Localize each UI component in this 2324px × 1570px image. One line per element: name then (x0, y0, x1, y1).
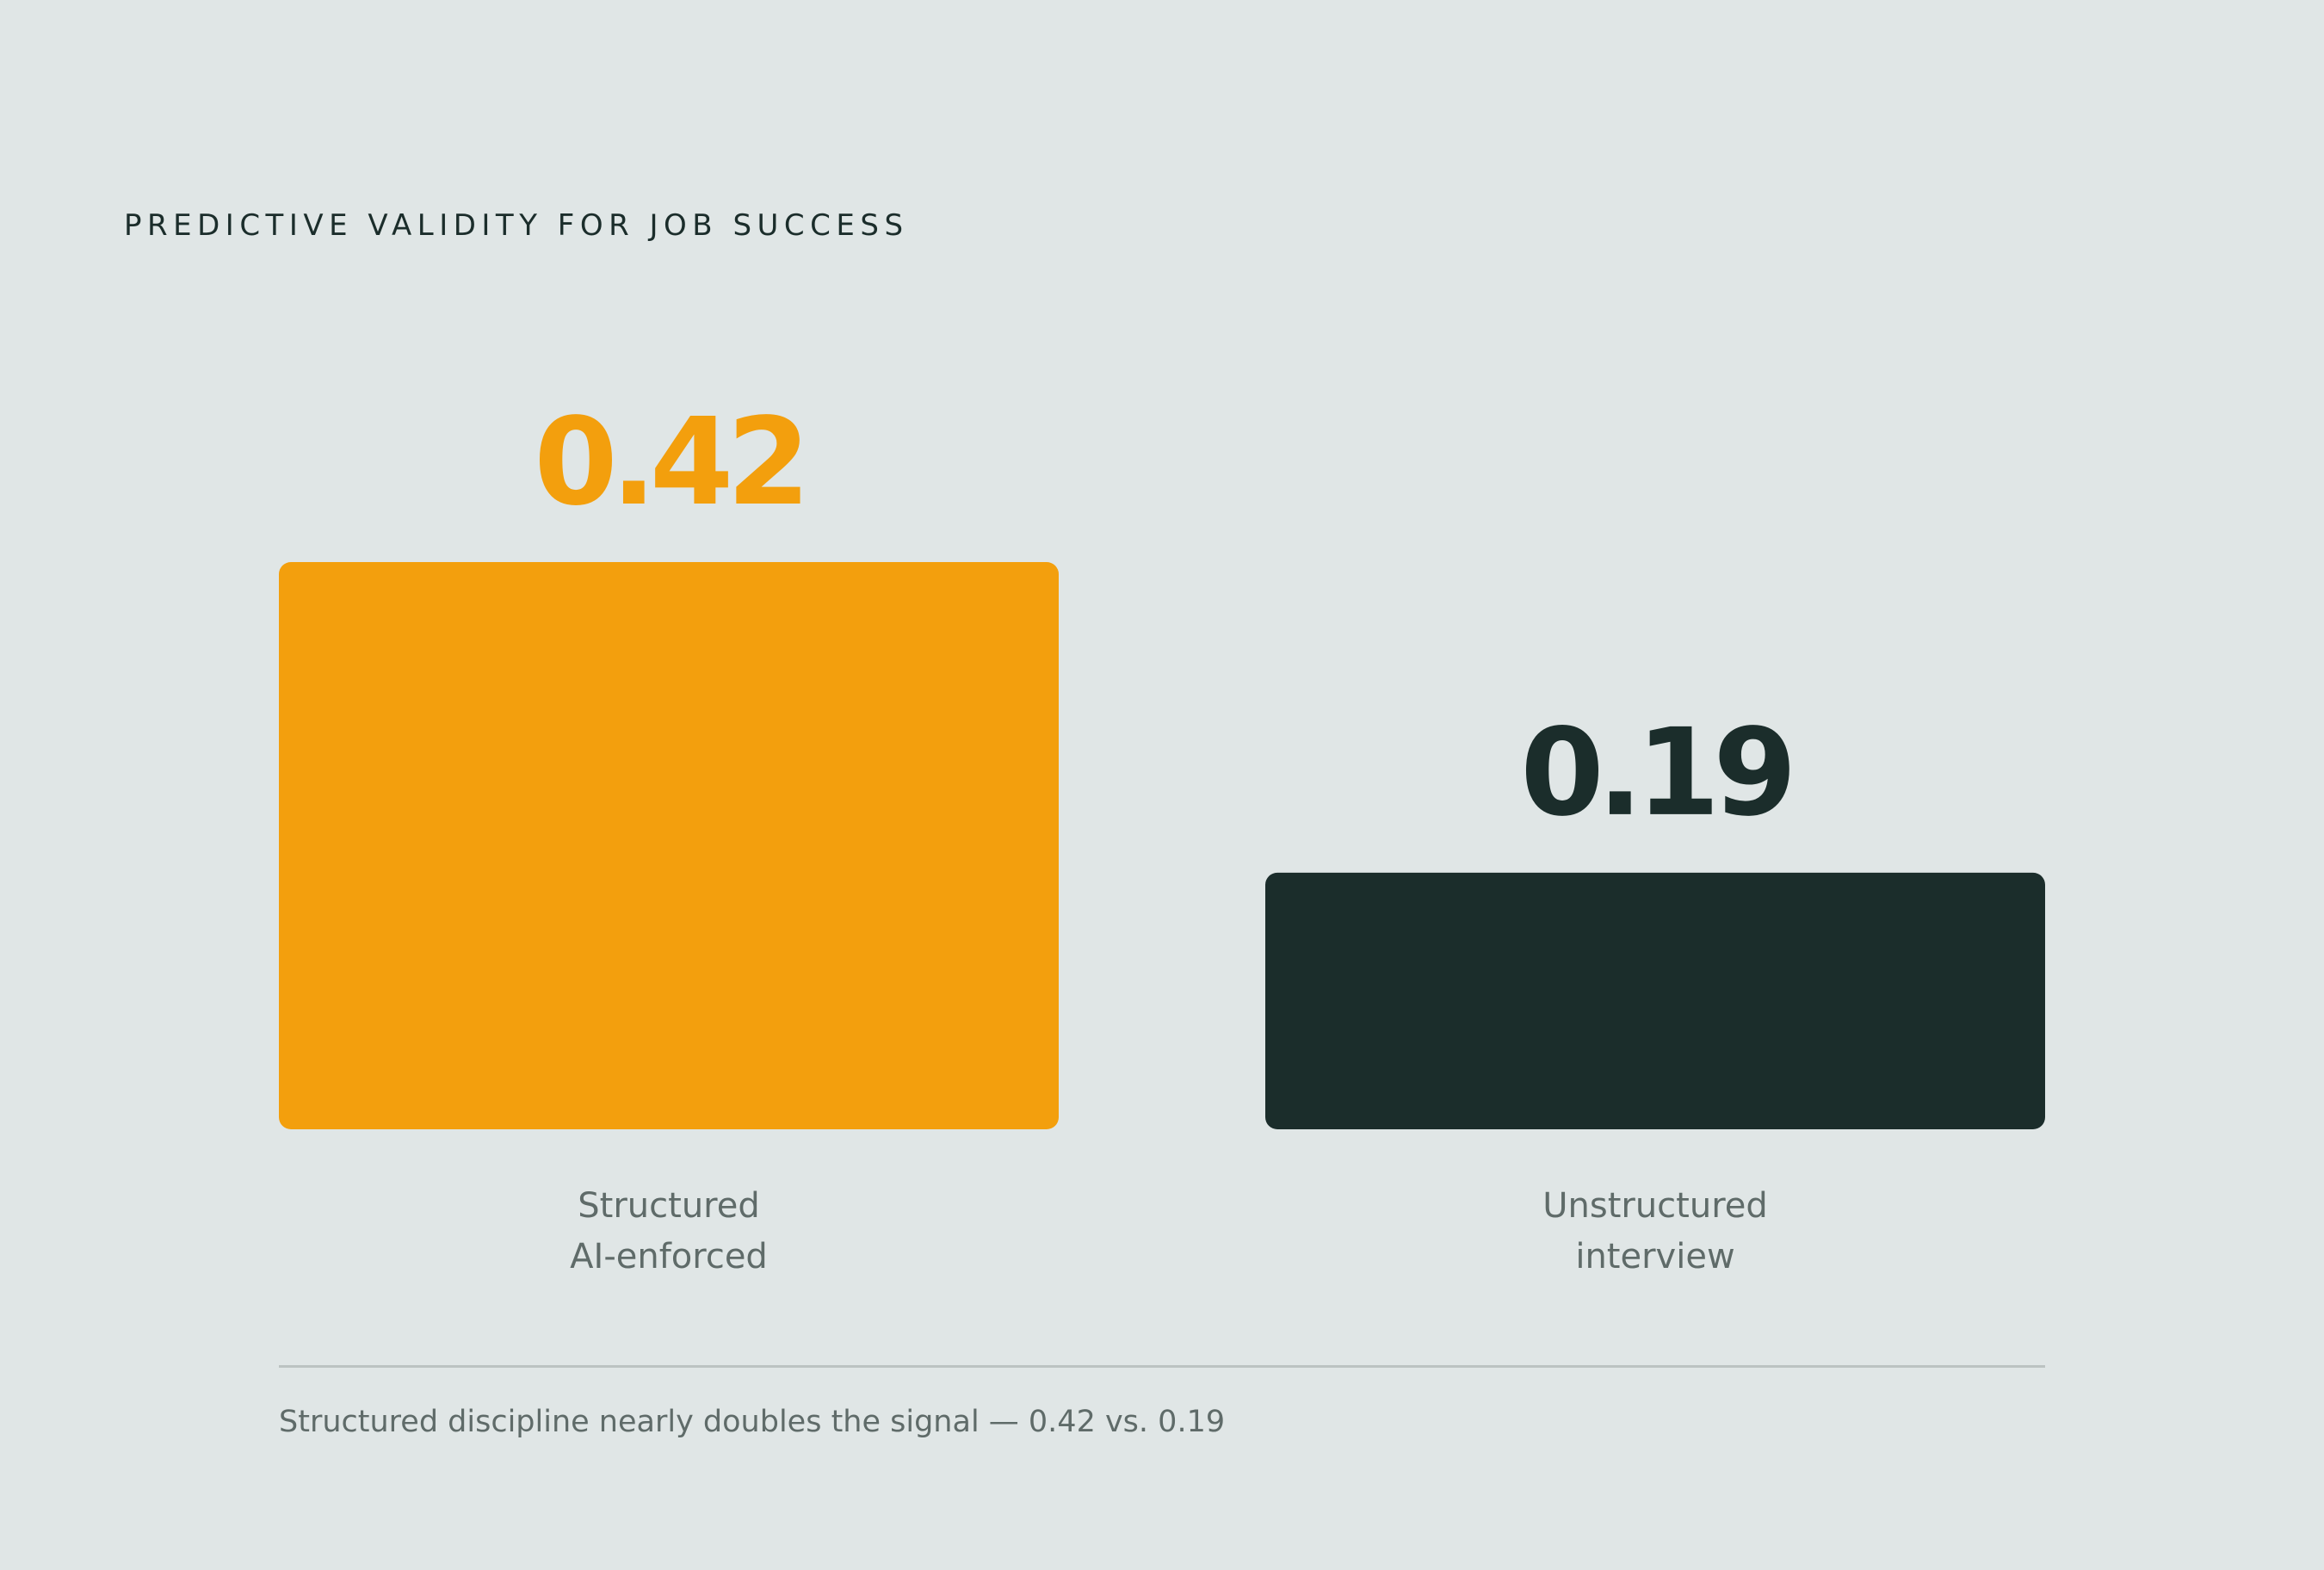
category-label-1-line-1: Structured (578, 1186, 759, 1226)
divider (279, 1365, 2045, 1368)
category-label-1-line-2: AI-enforced (570, 1237, 768, 1276)
chart-caption: Structured discipline nearly doubles the… (279, 1405, 1226, 1439)
category-label-2-line-2: interview (1575, 1237, 1734, 1276)
chart-eyebrow-title: PREDICTIVE VALIDITY FOR JOB SUCCESS (124, 208, 909, 243)
bar-value-label-1: 0.42 (534, 392, 803, 533)
bar-value-label-2: 0.19 (1520, 703, 1789, 844)
bar-1 (279, 562, 1059, 1129)
bar-2 (1265, 872, 2045, 1129)
category-label-2-line-1: Unstructured (1542, 1186, 1768, 1226)
